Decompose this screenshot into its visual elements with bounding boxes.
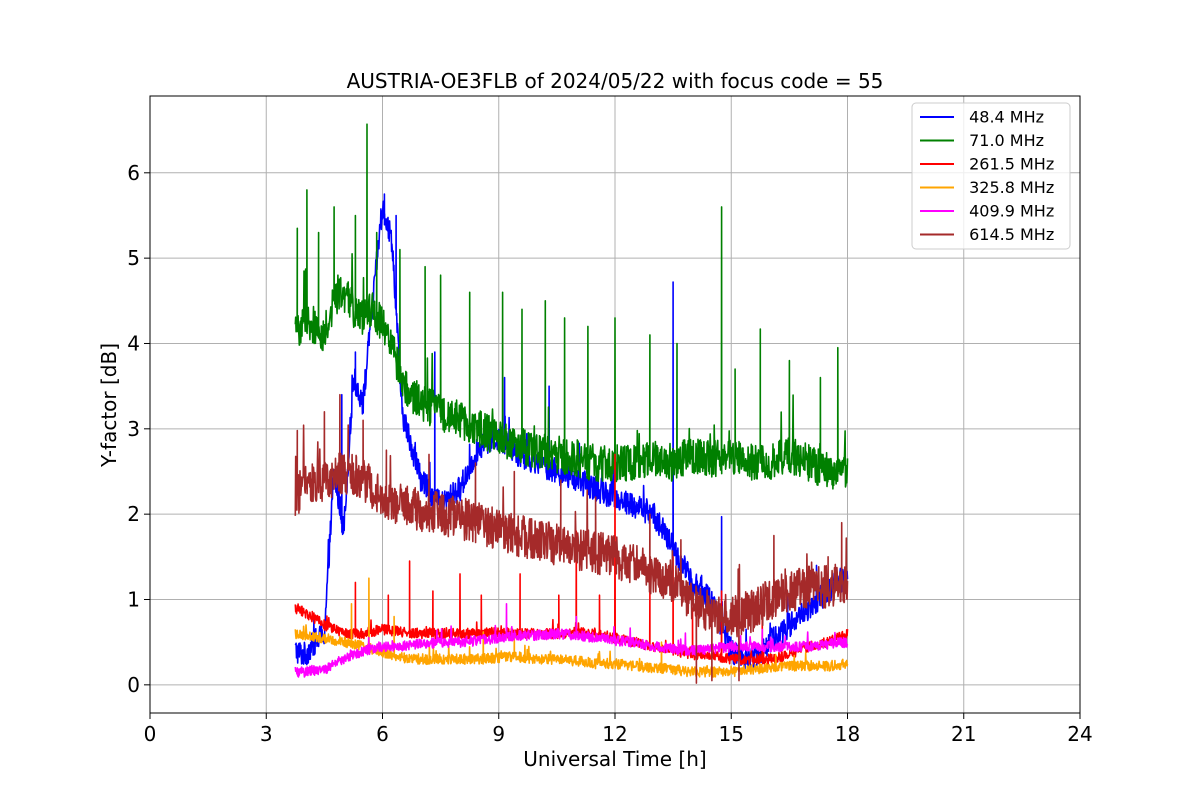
- x-tick-label: 15: [719, 722, 744, 746]
- y-tick-label: 5: [127, 246, 140, 270]
- legend-items: 48.4 MHz 71.0 MHz 261.5 MHz 325.8 MHz 40…: [920, 108, 1054, 244]
- x-tick-label: 12: [602, 722, 627, 746]
- legend-label-1: 71.0 MHz: [964, 131, 1044, 150]
- x-tick-label: 18: [835, 722, 860, 746]
- x-tick-label: 0: [144, 722, 157, 746]
- series-line-4: [294, 603, 849, 678]
- y-tick-label: 6: [127, 161, 140, 185]
- x-axis-ticks: 0 3 6 9 12 15 18 21 24: [144, 713, 1093, 746]
- y-tick-label: 4: [127, 331, 140, 355]
- legend: 48.4 MHz 71.0 MHz 261.5 MHz 325.8 MHz 40…: [911, 102, 1071, 250]
- y-tick-label: 2: [127, 502, 140, 526]
- y-axis-title: Y-factor [dB]: [97, 343, 121, 468]
- legend-label-4: 409.9 MHz: [964, 202, 1054, 221]
- x-tick-label: 9: [492, 722, 505, 746]
- legend-label-5: 614.5 MHz: [964, 225, 1054, 244]
- x-tick-label: 21: [951, 722, 976, 746]
- legend-label-2: 261.5 MHz: [964, 155, 1054, 174]
- x-tick-label: 24: [1067, 722, 1092, 746]
- x-tick-label: 3: [260, 722, 273, 746]
- series-layer: [294, 123, 849, 684]
- legend-label-0: 48.4 MHz: [964, 108, 1044, 127]
- series-line-5: [294, 393, 849, 684]
- y-tick-label: 3: [127, 417, 140, 441]
- legend-label-3: 325.8 MHz: [964, 178, 1054, 197]
- y-axis-ticks: 0 1 2 3 4 5 6: [127, 161, 150, 697]
- series-line-2: [294, 453, 849, 666]
- x-axis-title: Universal Time [h]: [523, 747, 706, 771]
- series-line-1: [294, 123, 849, 490]
- y-tick-label: 1: [127, 587, 140, 611]
- x-tick-label: 6: [376, 722, 389, 746]
- chart-title: AUSTRIA-OE3FLB of 2024/05/22 with focus …: [347, 69, 884, 93]
- y-tick-label: 0: [127, 673, 140, 697]
